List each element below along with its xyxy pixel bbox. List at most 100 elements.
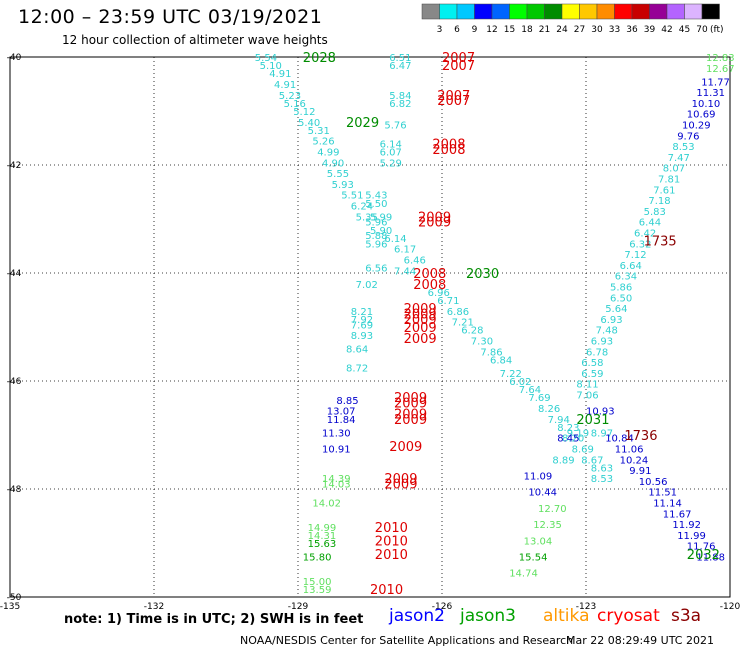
- wave-height-label: 11.06: [615, 445, 644, 456]
- wave-height-label: 8.45: [557, 434, 579, 445]
- wave-height-label: 13.04: [524, 536, 553, 547]
- wave-height-label: 6.51: [389, 53, 411, 64]
- wave-height-label: 15.54: [519, 553, 548, 564]
- wave-height-label: 8.63: [591, 463, 613, 474]
- wave-height-label: 13.07: [327, 407, 356, 418]
- colorbar-tick-label: 42: [661, 25, 672, 35]
- wave-height-label: 9.19: [567, 428, 589, 439]
- y-tick-label: -48: [7, 485, 22, 495]
- wave-height-label: 7.22: [500, 369, 522, 380]
- wave-height-label: 6.82: [389, 99, 411, 110]
- wave-height-label: 11.88: [696, 553, 725, 564]
- wave-height-label: 6.24: [351, 202, 373, 213]
- wave-height-label: 12.35: [533, 520, 562, 531]
- track-time-label: 2007: [437, 94, 470, 109]
- wave-height-label: 6.64: [620, 261, 642, 272]
- wave-height-label: 10.56: [639, 477, 668, 488]
- wave-height-label: 7.18: [648, 196, 670, 207]
- colorbar-tick-label: 24: [556, 25, 568, 35]
- x-tick-label: -132: [144, 602, 164, 612]
- wave-height-label: 11.92: [672, 520, 701, 531]
- credit-text: NOAA/NESDIS Center for Satellite Applica…: [240, 634, 574, 647]
- track-time-label: 2007: [442, 59, 475, 74]
- wave-height-label: 10.44: [528, 488, 557, 499]
- track-time-label: 2008: [413, 267, 446, 282]
- colorbar: 3 6 9 12 15 18 21 24 27 30 33 36 39 42 45 70 (ft): [421, 3, 724, 35]
- wave-height-label: 5.88: [365, 231, 387, 242]
- wave-height-label: 7.47: [668, 153, 690, 164]
- wave-height-label: 8.67: [581, 455, 603, 466]
- wave-height-label: 10.91: [322, 445, 351, 456]
- colorbar-tick-label: 33: [609, 25, 620, 35]
- wave-height-label: 8.26: [538, 404, 560, 415]
- track-time-label: 2010: [375, 534, 408, 549]
- wave-height-label: 5.84: [389, 91, 411, 102]
- x-tick-label: -126: [432, 602, 453, 612]
- track-time-label: 2028: [303, 51, 336, 66]
- wave-height-label: 5.99: [370, 212, 392, 223]
- track-time-label: 2009: [404, 321, 437, 336]
- track-time-label: 2007: [437, 89, 470, 104]
- wave-height-label: 5.96: [365, 239, 387, 250]
- wave-height-label: 8.23: [557, 423, 579, 434]
- colorbar-tick-label: 18: [521, 25, 533, 35]
- timestamp-text: Mar 22 08:29:49 UTC 2021: [566, 634, 714, 647]
- wave-height-label: 5.83: [644, 207, 666, 218]
- wave-height-label: 4.99: [317, 148, 339, 159]
- wave-height-label: 5.29: [380, 158, 402, 169]
- wave-height-label: 12.67: [706, 64, 735, 75]
- colorbar-tick-label: 3: [437, 25, 443, 35]
- wave-height-label: 8.53: [672, 142, 694, 153]
- wave-height-label: 14.31: [308, 531, 337, 542]
- wave-height-label: 11.09: [524, 472, 553, 483]
- wave-height-label: 6.02: [509, 377, 531, 388]
- wave-height-label: 5.16: [284, 99, 306, 110]
- track-time-label: 2009: [394, 391, 427, 406]
- wave-height-label: 5.76: [384, 121, 406, 132]
- track-time-label: 2009: [404, 308, 437, 323]
- wave-height-label: 8.89: [552, 455, 574, 466]
- wave-height-label: 6.86: [447, 307, 469, 318]
- wave-height-label: 10.29: [682, 121, 711, 132]
- x-tick-label: -129: [288, 602, 309, 612]
- colorbar-unit-label: (ft): [710, 25, 724, 35]
- wave-height-label: 7.30: [471, 337, 493, 348]
- wave-height-label: 6.07: [380, 148, 402, 159]
- wave-height-label: 4.90: [322, 158, 344, 169]
- y-tick-label: -42: [7, 161, 22, 171]
- track-time-label: 2009: [394, 413, 427, 428]
- wave-height-label: 7.61: [653, 185, 675, 196]
- colorbar-tick-label: 36: [626, 25, 638, 35]
- wave-height-label: 5.31: [308, 126, 330, 137]
- footer-note: note: 1) Time is in UTC; 2) SWH is in fe…: [64, 612, 364, 627]
- track-time-label: 2010: [370, 583, 403, 598]
- colorbar-tick-label: 30: [591, 25, 603, 35]
- wave-height-label: 11.14: [653, 499, 682, 510]
- wave-height-label: 7.94: [548, 415, 570, 426]
- wave-height-label: 6.17: [394, 245, 416, 256]
- y-tick-label: -44: [7, 269, 22, 279]
- track-time-label: 2009: [384, 478, 417, 493]
- wave-height-label: 6.78: [586, 347, 608, 358]
- wave-height-label: 10.69: [687, 110, 716, 121]
- wave-height-label: 6.50: [610, 293, 632, 304]
- wave-height-label: 6.14: [384, 234, 406, 245]
- colorbar-tick-label: 21: [539, 25, 550, 35]
- track-time-label: 2010: [375, 521, 408, 536]
- track-time-label: 2009: [389, 440, 422, 455]
- x-tick-label: -135: [0, 602, 20, 612]
- wave-height-label: 5.55: [327, 169, 349, 180]
- wave-height-label: 6.28: [461, 326, 483, 337]
- wave-height-label: 5.35: [356, 212, 378, 223]
- page-subtitle: 12 hour collection of altimeter wave hei…: [62, 33, 328, 47]
- wave-height-label: 7.69: [351, 320, 373, 331]
- wave-height-label: 11.31: [696, 88, 725, 99]
- wave-height-label: 5.64: [605, 304, 627, 315]
- wave-height-label: 5.40: [298, 118, 320, 129]
- track-time-label: 2008: [432, 137, 465, 152]
- wave-height-label: 12.70: [538, 504, 567, 515]
- colorbar-tick-label: 12: [486, 25, 497, 35]
- wave-height-label: 11.84: [327, 415, 356, 426]
- track-time-label: 2010: [375, 548, 408, 563]
- wave-height-label: 11.76: [687, 542, 716, 553]
